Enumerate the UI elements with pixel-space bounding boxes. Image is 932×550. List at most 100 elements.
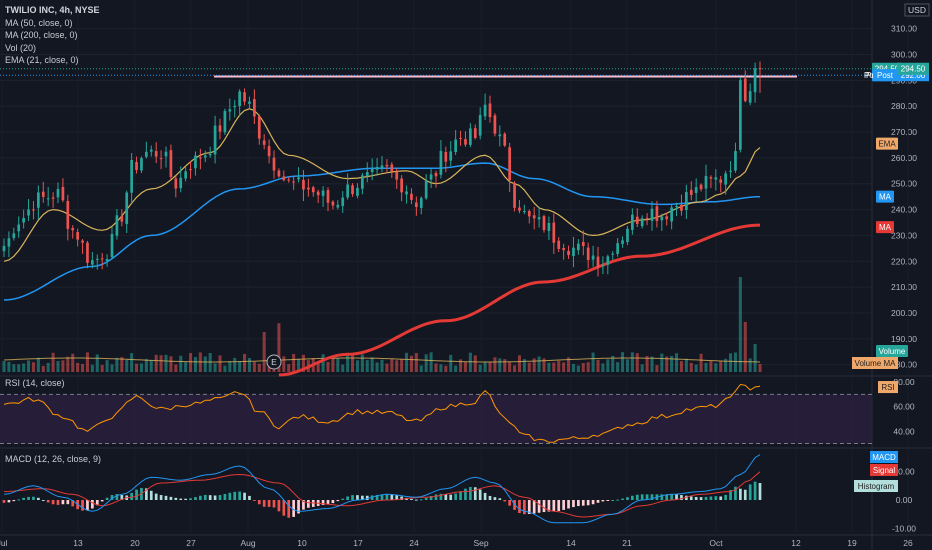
- histogram-bar: [120, 495, 124, 500]
- price-tick-label: 190.00: [891, 334, 917, 344]
- candle: [100, 258, 104, 260]
- ma200-tag-bg: [876, 221, 894, 234]
- histogram-bar: [336, 500, 340, 502]
- rsi-legend[interactable]: RSI (14, close): [5, 378, 65, 388]
- volume-bar: [110, 364, 114, 372]
- histogram-bar: [243, 492, 246, 500]
- candle: [518, 207, 521, 211]
- histogram-bar: [86, 500, 89, 511]
- legend-ma200[interactable]: MA (200, close, 0): [5, 30, 78, 40]
- candle: [527, 211, 531, 217]
- time-tick-label: Oct: [709, 538, 723, 548]
- histogram-bar: [469, 486, 472, 500]
- time-tick-label: 13: [73, 538, 83, 548]
- candle: [199, 157, 202, 159]
- candle: [464, 139, 467, 145]
- histogram-bar: [189, 498, 192, 500]
- volume-bar: [370, 357, 374, 372]
- histogram-bar: [621, 498, 624, 500]
- candle: [208, 153, 212, 156]
- histogram-bar: [149, 490, 153, 500]
- volume-bar: [365, 360, 369, 372]
- candle: [223, 110, 227, 133]
- histogram-bar: [297, 500, 300, 514]
- histogram-bar: [184, 498, 187, 500]
- volume-bar: [517, 355, 521, 372]
- volume-bar: [733, 352, 737, 372]
- volume-bar: [174, 364, 178, 372]
- currency-bg: [904, 3, 930, 17]
- time-tick-label: 20: [130, 538, 140, 548]
- candle: [135, 162, 138, 170]
- histogram-bar: [459, 491, 462, 500]
- rsi-tick-label: 60.00: [893, 402, 915, 412]
- legend-ema21[interactable]: EMA (21, close, 0): [5, 55, 79, 65]
- histogram-bar: [213, 495, 217, 500]
- histogram-bar: [709, 496, 713, 500]
- volume-bar: [193, 357, 197, 372]
- macd-line: [3, 454, 761, 524]
- candle: [159, 158, 163, 160]
- volume-bar: [655, 365, 659, 372]
- volume-bar: [616, 362, 620, 372]
- volume-bar: [596, 359, 600, 372]
- candle: [449, 151, 453, 161]
- histogram-bar: [105, 497, 109, 500]
- histogram-bar: [631, 495, 634, 500]
- histogram-bar: [434, 494, 438, 500]
- histogram-bar: [61, 500, 65, 505]
- candle: [577, 243, 580, 251]
- histogram-bar: [680, 495, 683, 500]
- candle: [493, 115, 497, 134]
- volume-bar: [115, 357, 119, 372]
- histogram-bar: [591, 500, 595, 505]
- volume-bar: [424, 354, 428, 372]
- candle: [56, 188, 60, 198]
- volume-bar: [130, 353, 134, 372]
- candle: [120, 215, 124, 222]
- candle: [115, 215, 119, 236]
- candle: [356, 187, 359, 196]
- legend-volume[interactable]: Vol (20): [5, 42, 37, 53]
- histogram-bar: [753, 481, 757, 500]
- candle: [670, 207, 673, 222]
- macd-legend[interactable]: MACD (12, 26, close, 9): [5, 454, 102, 464]
- histogram-bar: [302, 500, 305, 510]
- candle: [444, 151, 448, 162]
- volume-bar: [228, 361, 232, 372]
- volume-bar: [513, 365, 517, 372]
- volume-bar: [753, 344, 757, 372]
- ema-tag: EMA: [878, 140, 896, 149]
- histogram-bar: [95, 500, 99, 506]
- volume-bar: [488, 361, 492, 372]
- candle: [365, 172, 369, 177]
- volume-bar: [360, 354, 364, 372]
- volume-bar: [449, 354, 453, 372]
- candle: [140, 158, 143, 171]
- volume-bar: [571, 364, 575, 372]
- chart-title[interactable]: TWILIO INC, 4h, NYSE: [5, 5, 100, 15]
- volume-bar: [665, 356, 669, 372]
- candle: [341, 197, 345, 207]
- histogram-bar: [356, 495, 359, 500]
- candle: [71, 228, 75, 231]
- volume-bar: [46, 362, 50, 372]
- ma200-tag: MA: [879, 223, 892, 232]
- volume-bar: [213, 363, 217, 372]
- histogram-bar: [542, 500, 546, 513]
- histogram-bar: [503, 500, 507, 502]
- price-tick-label: 310.00: [891, 24, 917, 34]
- legend-ma50[interactable]: MA (50, close, 0): [5, 17, 73, 28]
- candle: [51, 197, 55, 199]
- volume-bar: [164, 354, 168, 372]
- histogram-bar: [694, 496, 698, 500]
- rsi-tag: RSI: [881, 383, 894, 392]
- volume-bar: [724, 358, 728, 372]
- candle: [537, 217, 541, 220]
- volume-bar: [454, 365, 458, 372]
- candle: [729, 170, 732, 172]
- price-tick-label: 210.00: [891, 282, 917, 292]
- histogram-bar: [660, 494, 664, 500]
- histogram-bar: [282, 500, 286, 516]
